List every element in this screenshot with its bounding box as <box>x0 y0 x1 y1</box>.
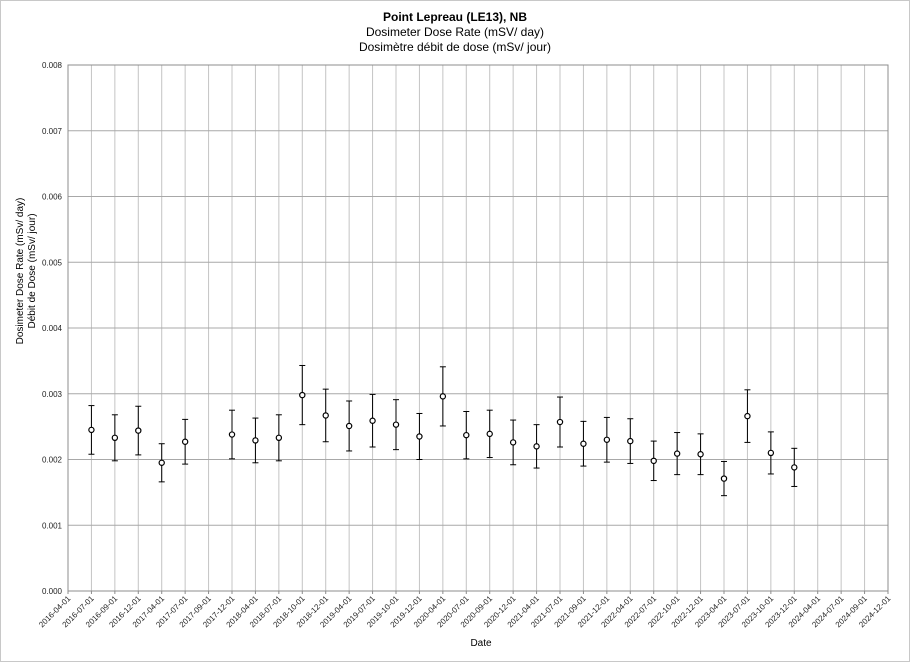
plot-area-border <box>67 64 889 592</box>
gridlines <box>67 64 889 592</box>
data-point <box>392 421 400 428</box>
data-point <box>252 437 259 444</box>
data-point <box>275 434 283 442</box>
data-point <box>627 437 634 445</box>
data-point <box>135 427 142 434</box>
data-point <box>416 433 423 440</box>
y-tick-label: 0.006 <box>42 193 63 202</box>
data-point <box>556 418 564 426</box>
y-tick-label: 0.005 <box>42 258 63 267</box>
data-point <box>509 439 517 446</box>
chart-subtitle-line-1: Dosimeter Dose Rate (mSV/ day) <box>366 25 544 39</box>
x-axis-ticks: 2016-04-012016-07-012016-09-012016-12-01… <box>37 591 893 629</box>
data-point <box>439 393 447 400</box>
y-tick-label: 0.000 <box>42 587 63 596</box>
data-points <box>88 364 798 497</box>
chart-title: Point Lepreau (LE13), NB <box>383 10 527 24</box>
y-axis-ticks: 0.000 0.001 0.002 0.003 0.004 0.005 0.006 0.007… <box>42 61 63 596</box>
data-point <box>158 459 165 466</box>
data-point <box>603 436 611 443</box>
data-point <box>228 431 236 438</box>
data-point <box>463 431 470 439</box>
data-point <box>322 412 329 419</box>
y-axis-label-line-1: Dosimeter Dose Rate (mSv/ day) <box>15 198 26 345</box>
x-axis-label: Date <box>470 638 492 649</box>
data-point <box>580 440 587 447</box>
data-point <box>111 434 119 442</box>
data-point <box>369 417 376 424</box>
data-point <box>791 464 798 471</box>
data-point <box>650 457 657 465</box>
y-tick-label: 0.008 <box>42 61 63 70</box>
data-point <box>533 443 540 450</box>
data-point <box>720 475 728 482</box>
data-point <box>345 422 353 430</box>
y-tick-label: 0.003 <box>42 390 63 399</box>
chart-subtitle-line-2: Dosimètre débit de dose (mSv/ jour) <box>359 40 551 54</box>
data-point <box>181 438 189 445</box>
data-point <box>673 450 681 457</box>
data-point <box>697 451 704 458</box>
y-tick-label: 0.007 <box>42 127 63 136</box>
data-point <box>744 412 751 420</box>
y-axis-label-line-2: Débit de Dose (mSv/ jour) <box>27 213 38 328</box>
y-tick-label: 0.001 <box>42 521 63 530</box>
y-tick-label: 0.002 <box>42 456 63 465</box>
data-point <box>486 430 493 438</box>
y-tick-label: 0.004 <box>42 324 63 333</box>
data-point <box>88 426 95 434</box>
data-point <box>767 449 775 457</box>
data-point <box>299 391 306 399</box>
